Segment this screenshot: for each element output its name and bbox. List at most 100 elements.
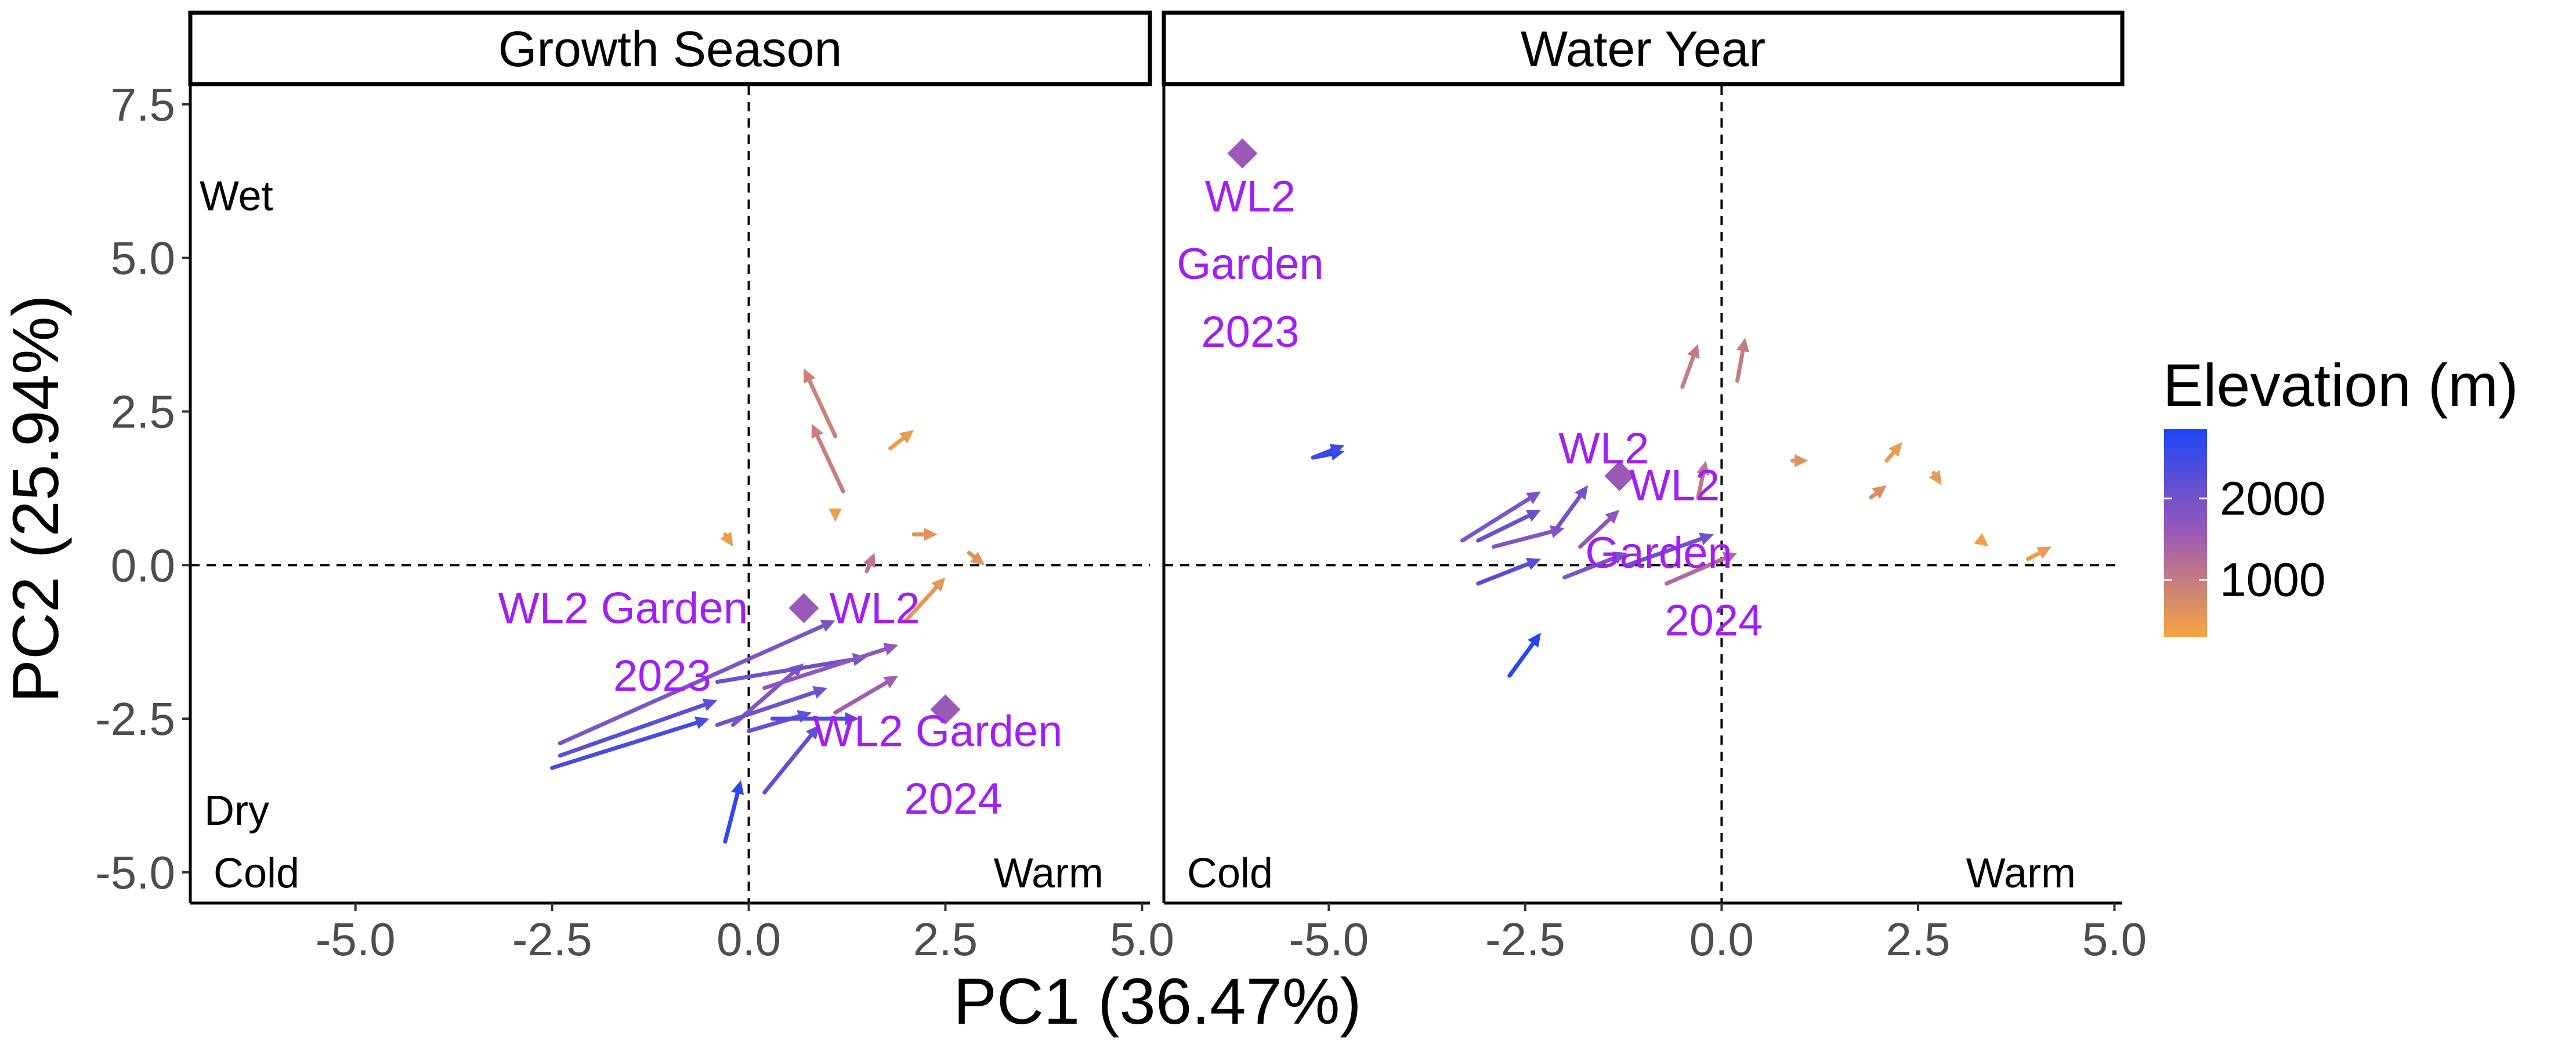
y-tick-label: -5.0 [95,847,175,898]
arrow [904,577,946,623]
arrow-head [1794,454,1808,467]
x-axis-title: PC1 (36.47%) [953,965,1361,1038]
arrow-shaft [723,786,741,844]
corner-label-wet: Wet [200,173,273,220]
point-label: WL2 Garden [498,583,748,633]
arrow-shaft [1476,560,1535,586]
x-tick-label: -5.0 [316,913,396,965]
arrow [1460,491,1541,543]
point-label: Garden [1177,240,1324,289]
arrow-shaft [715,657,860,684]
arrow-head [1722,552,1738,564]
corner-label-cold: Cold [214,850,299,897]
x-tick-label: 0.0 [1689,913,1754,965]
arrow [770,712,859,726]
x-tick-label: 2.5 [913,913,978,965]
arrow-shaft [1696,467,1706,500]
arrow-head [845,712,859,726]
arrow [558,619,835,746]
arrow-head [1525,509,1541,522]
arrow-head [720,531,733,547]
y-tick-label: -2.5 [95,693,175,745]
arrow [1562,552,1627,580]
arrow-head [1526,491,1541,505]
x-tick-label: 5.0 [2082,913,2147,965]
arrow [550,716,710,770]
arrow-head [2036,546,2052,559]
arrow [762,724,820,795]
y-tick-label: 0.0 [111,539,175,591]
arrow-shaft [833,678,893,715]
x-tick-label: 0.0 [717,913,781,965]
x-tick-label: 5.0 [1110,913,1174,965]
facet-strip-title: Water Year [1521,21,1765,77]
corner-label-warm: Warm [994,850,1104,897]
arrow [715,686,828,727]
arrow-shaft [813,430,845,494]
arrow-head [1550,525,1565,538]
point-label: 2023 [1201,307,1299,357]
arrow [1884,442,1902,463]
point-label: WL2 [829,583,920,633]
arrow [1735,338,1749,383]
arrow-head [883,643,899,655]
arrow [1974,533,1989,547]
arrow-shaft [762,730,816,795]
arrow-head [863,553,875,568]
arrow-head [1736,338,1749,353]
arrow-head [1929,470,1942,485]
arrow-head [828,508,842,523]
arrow [2026,546,2052,561]
arrow-head [1526,557,1541,570]
y-tick-label: 2.5 [111,386,175,437]
legend-ticks: 2000 1000 [2164,472,2325,607]
legend-tick-label: 1000 [2220,554,2325,607]
legend-title: Elevation (m) [2163,352,2519,419]
arrow [1625,532,1714,567]
point-label: 2024 [1665,596,1763,646]
arrow-shaft [558,701,711,758]
arrow [1696,461,1710,500]
arrow-head [804,368,816,384]
arrow [1578,509,1620,549]
arrow-head [820,619,835,632]
arrow-shaft [762,646,892,690]
corner-label-dry: Dry [204,788,269,834]
arrow [1869,485,1887,500]
arrow-head [1699,532,1714,545]
arrow-head [1888,442,1902,457]
x-tick-label: -2.5 [1485,913,1565,965]
arrow-head [1329,444,1345,456]
arrow-shaft [1460,494,1536,543]
point-label: Garden [1585,528,1732,578]
arrow-head [1687,343,1700,359]
arrow-shaft [1665,554,1731,586]
arrow-head [931,577,946,592]
arrow [1680,343,1700,389]
garden-point-marker [788,593,819,624]
x-tick-label: -5.0 [1289,913,1369,965]
arrow [804,368,838,438]
arrow-shaft [1476,512,1535,543]
arrow [811,423,845,494]
corner-label-warm: Warm [1966,850,2076,897]
arrow-head [1974,533,1989,547]
arrow-head [694,716,710,729]
y-axis-title: PC2 (25.94%) [0,295,72,702]
arrow-shaft [1554,490,1585,531]
arrow [833,676,899,715]
arrow [1929,470,1942,485]
arrow [1476,509,1541,543]
arrow [911,528,938,541]
arrow [1492,525,1565,549]
arrow [1476,557,1541,586]
arrow-head [1872,485,1887,499]
garden-point-marker [1227,138,1258,169]
garden-point-marker [930,694,961,725]
arrow [888,430,914,451]
arrow-head [1528,632,1541,648]
arrow [558,698,718,758]
y-tick-label: 7.5 [111,79,175,130]
arrow [720,531,733,547]
